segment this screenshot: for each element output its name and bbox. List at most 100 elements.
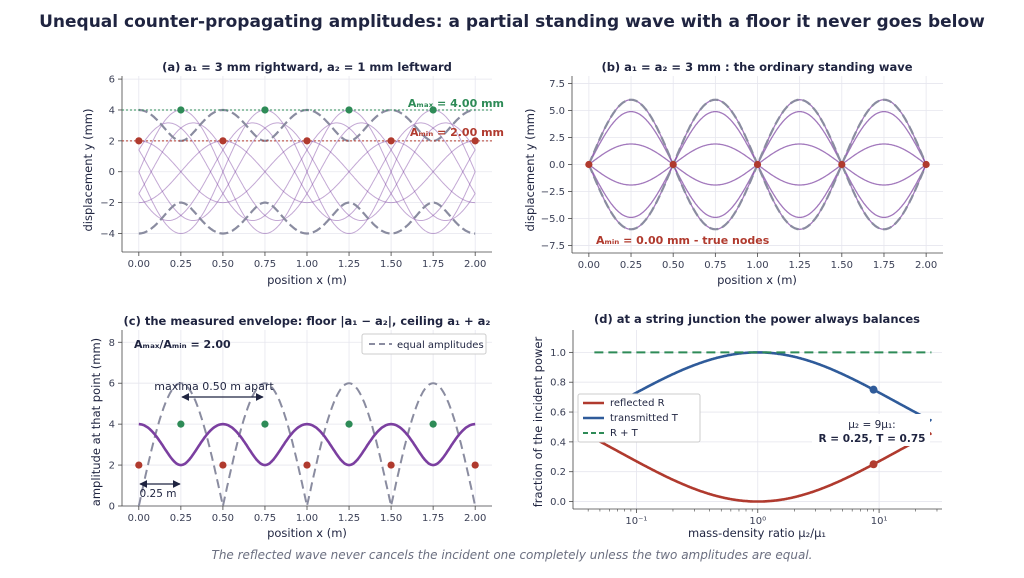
panel-a-ytick-label: 6 xyxy=(109,75,115,86)
panel-b-xtick-label: 0.25 xyxy=(620,260,642,271)
panel-b-xtick-label: 0.00 xyxy=(578,260,600,271)
panel-c-envelope-line xyxy=(138,422,476,467)
panel-b-ytick-label: 5.0 xyxy=(549,106,565,117)
panel-a-plot: 0.00 0.25 0.50 0.75 1.00 1.25 1.50 1.75 2.00 −4 −2… xyxy=(100,75,492,270)
panel-a-snapshot xyxy=(138,109,476,235)
panel-c-xtick-label: 1.25 xyxy=(338,513,360,524)
panel-a-min-point xyxy=(135,137,143,145)
panel-a-ytick-label: 4 xyxy=(109,105,115,116)
panel-b-ytick-label: −2.5 xyxy=(541,187,565,198)
panel-b-xlabel: position x (m) xyxy=(717,273,797,287)
panel-d-annot-line2: R = 0.25, T = 0.75 xyxy=(819,433,926,445)
panel-c-min-point xyxy=(219,461,227,469)
panel-c-max-point xyxy=(345,420,353,428)
panel-c-xtick-label: 0.25 xyxy=(170,513,192,524)
panel-b-ytick-label: −5.0 xyxy=(541,214,565,225)
panel-a-title: (a) a₁ = 3 mm rightward, a₂ = 1 mm leftw… xyxy=(162,60,452,74)
panel-d-ytick-label: 0.8 xyxy=(550,378,566,389)
panel-c-title: (c) the measured envelope: floor |a₁ − a… xyxy=(124,314,491,328)
panel-a-ytick-label: −2 xyxy=(100,198,115,209)
panel-c-ytick-label: 0 xyxy=(109,502,115,513)
panel-c-ytick-label: 6 xyxy=(109,379,115,390)
panel-d-annot-line1: μ₂ = 9μ₁: xyxy=(848,419,895,431)
panel-a-ytick-label: 2 xyxy=(109,136,115,147)
panel-b-ytick-label: −7.5 xyxy=(541,241,565,252)
panel-b-xtick-label: 1.25 xyxy=(789,260,811,271)
panel-a-max-point xyxy=(429,106,437,114)
panel-a-ytick-label: 0 xyxy=(109,167,115,178)
panel-a-snapshot xyxy=(138,122,476,221)
panel-d-r-point xyxy=(869,460,878,469)
panel-d-ytick-label: 0.6 xyxy=(550,408,566,419)
panel-a-snapshot xyxy=(138,122,476,221)
panel-b-node-point xyxy=(753,160,762,169)
panel-a-snapshot xyxy=(138,140,476,204)
panel-a-xtick-label: 0.00 xyxy=(128,259,150,270)
figure-title: Unequal counter-propagating amplitudes: … xyxy=(39,12,985,32)
panel-a-xtick-label: 0.75 xyxy=(254,259,276,270)
panel-a-amin-label: Aₘᵢₙ = 2.00 mm xyxy=(410,126,504,139)
panel-c-ytick-label: 4 xyxy=(109,420,115,431)
panel-d-xlabel: mass-density ratio μ₂/μ₁ xyxy=(688,526,826,540)
panel-b-ytick-label: 0.0 xyxy=(549,160,565,171)
panel-d-ytick-label: 0.2 xyxy=(550,467,566,478)
panel-c-xtick-label: 1.50 xyxy=(380,513,402,524)
panel-a-min-point xyxy=(219,137,227,145)
panel-d-annot-bg xyxy=(812,414,930,446)
panel-b-xtick-label: 2.00 xyxy=(915,260,937,271)
panel-c-xlabel: position x (m) xyxy=(267,526,347,540)
panel-a-xtick-label: 0.25 xyxy=(170,259,192,270)
panel-a-xtick-label: 1.75 xyxy=(422,259,444,270)
panel-c-legend-label: equal amplitudes xyxy=(397,340,484,351)
panel-c-xtick-label: 1.75 xyxy=(422,513,444,524)
panel-c-xtick-label: 1.00 xyxy=(296,513,318,524)
panel-a-snapshot xyxy=(138,109,476,235)
panel-a-max-point xyxy=(261,106,269,114)
panel-c-xtick-label: 0.50 xyxy=(212,513,234,524)
panel-a-xlabel: position x (m) xyxy=(267,273,347,287)
panel-c-max-point xyxy=(429,420,437,428)
panel-d-ylabel: fraction of the incident power xyxy=(531,336,545,507)
panel-c-legend-box xyxy=(361,333,487,355)
panel-c-xtick-label: 0.00 xyxy=(128,513,150,524)
panel-a-max-point xyxy=(345,106,353,114)
panel-c-ytick-label: 8 xyxy=(109,338,115,349)
panel-d-xtick-label: 10⁻¹ xyxy=(625,516,647,527)
panel-a-xtick-label: 0.50 xyxy=(212,259,234,270)
panel-c-maxima-label: maxima 0.50 m apart xyxy=(154,380,274,393)
panel-d-legend-box xyxy=(577,393,701,443)
panel-c-xtick-label: 2.00 xyxy=(464,513,486,524)
panel-a-amax-label: Aₘₐₓ = 4.00 mm xyxy=(408,97,504,110)
panel-b-xtick-label: 0.75 xyxy=(704,260,726,271)
panel-d-legend-t: transmitted T xyxy=(610,413,679,424)
panel-d-ytick-label: 0.0 xyxy=(550,497,566,508)
panel-d-legend-sum: R + T xyxy=(610,428,639,439)
panel-b-node-point xyxy=(585,160,593,169)
panel-a-snapshot xyxy=(138,122,476,221)
panel-b-ytick-label: 2.5 xyxy=(549,133,565,144)
panel-b-plot: 0.00 0.25 0.50 0.75 1.00 1.25 1.50 1.75 2.00 −7.5… xyxy=(541,76,943,271)
panel-b-ytick-label: 7.5 xyxy=(549,79,565,90)
panel-a-min-point xyxy=(303,137,311,145)
panel-a-ytick-label: −4 xyxy=(100,229,115,240)
panel-a-snapshot xyxy=(138,122,476,221)
panel-c-ratio-label: Aₘₐₓ/Aₘᵢₙ = 2.00 xyxy=(134,338,231,351)
panel-a-ylabel: displacement y (mm) xyxy=(81,109,95,232)
panel-a-xtick-label: 1.25 xyxy=(338,259,360,270)
panel-b-title: (b) a₁ = a₂ = 3 mm : the ordinary standi… xyxy=(601,60,912,74)
panel-a-min-point xyxy=(471,137,479,145)
panel-b-node-point xyxy=(922,160,930,169)
panel-d-xtick-label: 10¹ xyxy=(871,516,888,527)
panel-c-plot: 0.00 0.25 0.50 0.75 1.00 1.25 1.50 1.75 2.00 0 2 4 6… xyxy=(109,330,492,524)
panel-b-node-point xyxy=(669,160,677,169)
panel-d-ytick-label: 1.0 xyxy=(550,348,566,359)
panel-c-xtick-label: 0.75 xyxy=(254,513,276,524)
panel-c-quarter-label: 0.25 m xyxy=(140,488,177,500)
panel-c-ylabel: amplitude at that point (mm) xyxy=(89,338,103,506)
panel-a-envelope-lower xyxy=(138,201,476,235)
panel-c-max-point xyxy=(261,420,269,428)
panel-c-min-point xyxy=(135,461,143,469)
panel-d-title: (d) at a string junction the power alway… xyxy=(594,312,920,326)
panel-b-amin-label: Aₘᵢₙ = 0.00 mm - true nodes xyxy=(596,234,770,247)
